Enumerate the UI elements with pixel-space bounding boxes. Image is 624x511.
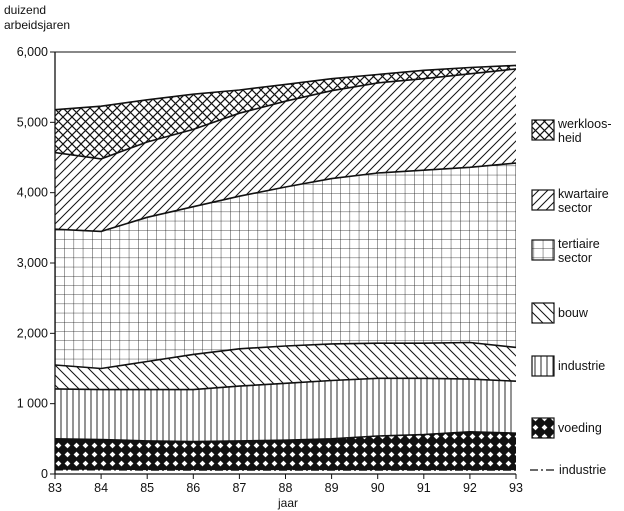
- legend-swatch: [531, 239, 555, 261]
- legend-label-line1: kwartaire: [558, 187, 609, 201]
- boundary-line-bouw: [54, 341, 517, 370]
- legend-item-industrie-4: industrie: [531, 355, 605, 377]
- x-tick-label: 91: [417, 481, 431, 495]
- x-tick-label: 85: [140, 481, 154, 495]
- legend-label-line1: werkloos-: [557, 117, 612, 131]
- y-axis-label-line1: duizend: [4, 3, 47, 17]
- legend-label: industrie: [558, 359, 605, 373]
- legend-item-voeding-5: voeding: [531, 417, 602, 439]
- legend-label: bouw: [558, 306, 589, 320]
- x-tick-label: 87: [232, 481, 246, 495]
- legend-item-werkloos-heid-0: werkloos-heid: [531, 117, 612, 145]
- legend-label-line2: heid: [558, 131, 582, 145]
- x-tick-label: 88: [279, 481, 293, 495]
- y-tick-label: 6,000: [17, 45, 48, 59]
- x-tick-label: 89: [325, 481, 339, 495]
- y-tick-label: 4,000: [17, 186, 48, 200]
- legend-label-line2: sector: [558, 201, 592, 215]
- x-tick-label: 83: [48, 481, 62, 495]
- legend-swatch: [531, 355, 555, 377]
- legend-swatch: [531, 302, 555, 324]
- legend-label: industrie: [559, 463, 606, 477]
- y-axis-label-line2: arbeidsjaren: [4, 18, 71, 32]
- legend-swatch: [531, 189, 555, 211]
- x-axis-label: jaar: [278, 496, 299, 510]
- legend-swatch: [531, 119, 555, 141]
- boundary-line-kwartaire-sector: [54, 68, 517, 160]
- y-tick-label: 2,000: [17, 326, 48, 340]
- legend-label: voeding: [558, 421, 602, 435]
- legend-swatch: [531, 417, 555, 439]
- boundary-line-industrie: [54, 377, 517, 391]
- y-tick-label: 0: [41, 467, 48, 481]
- boundary-line-voeding: [54, 430, 517, 443]
- y-tick-label: 1 000: [17, 397, 48, 411]
- x-tick-label: 84: [94, 481, 108, 495]
- area-band-tertiaire-sector: [55, 163, 516, 369]
- legend-label-line2: sector: [558, 251, 592, 265]
- boundary-line-tertiaire-sector: [54, 162, 517, 233]
- legend-label-line1: tertiaire: [558, 237, 600, 251]
- x-tick-label: 92: [463, 481, 477, 495]
- y-tick-label: 5,000: [17, 115, 48, 129]
- area-band-kwartaire-sector: [55, 68, 516, 232]
- x-tick-label: 90: [371, 481, 385, 495]
- legend-item-industrie-6: industrie: [530, 463, 606, 477]
- area-band-industrie: [55, 378, 516, 442]
- boundary-line-werkloosheid: [54, 64, 517, 111]
- x-tick-label: 86: [186, 481, 200, 495]
- y-tick-label: 3,000: [17, 256, 48, 270]
- legend-item-bouw-3: bouw: [531, 302, 589, 324]
- x-tick-label: 93: [509, 481, 523, 495]
